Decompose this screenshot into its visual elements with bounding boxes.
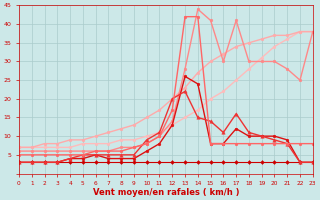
X-axis label: Vent moyen/en rafales ( km/h ): Vent moyen/en rafales ( km/h ) <box>92 188 239 197</box>
